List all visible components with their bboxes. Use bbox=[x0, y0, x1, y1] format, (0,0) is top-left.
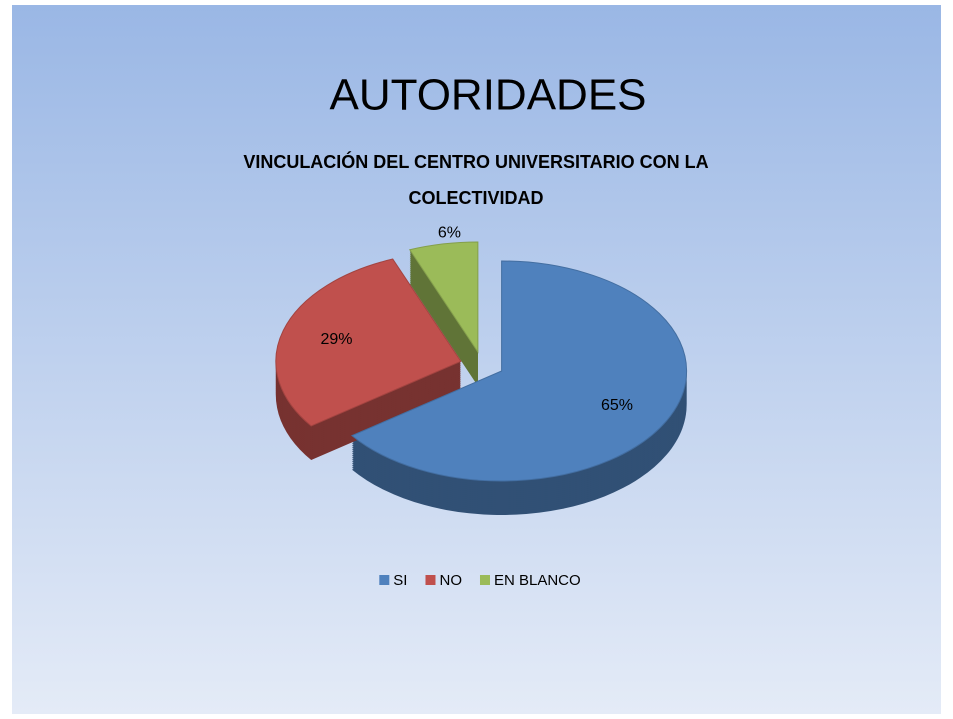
pie-slice bbox=[408, 241, 479, 354]
legend-swatch bbox=[479, 575, 490, 585]
legend-item: SI bbox=[379, 572, 407, 589]
legend: SI NO EN BLANCO bbox=[379, 572, 581, 589]
legend-label: EN BLANCO bbox=[494, 572, 581, 589]
data-label: 65% bbox=[601, 397, 633, 414]
pie: 65% 29% 6% bbox=[275, 225, 688, 515]
legend-label: SI bbox=[393, 572, 407, 589]
pie-slice bbox=[350, 260, 688, 482]
legend-label: NO bbox=[439, 572, 462, 589]
legend-swatch bbox=[425, 575, 436, 585]
data-label: 29% bbox=[320, 331, 352, 348]
chart-title-text: VINCULACIÓN DEL CENTRO UNIVERSITARIO CON… bbox=[243, 151, 708, 208]
chart-title: VINCULACIÓN DEL CENTRO UNIVERSITARIO CON… bbox=[243, 151, 708, 208]
data-label: 6% bbox=[438, 225, 461, 242]
legend-item: EN BLANCO bbox=[479, 572, 581, 589]
legend-item: NO bbox=[425, 572, 462, 589]
legend-swatch bbox=[379, 575, 390, 585]
pie-slice bbox=[275, 258, 462, 427]
slide-title: AUTORIDADES bbox=[329, 71, 646, 120]
